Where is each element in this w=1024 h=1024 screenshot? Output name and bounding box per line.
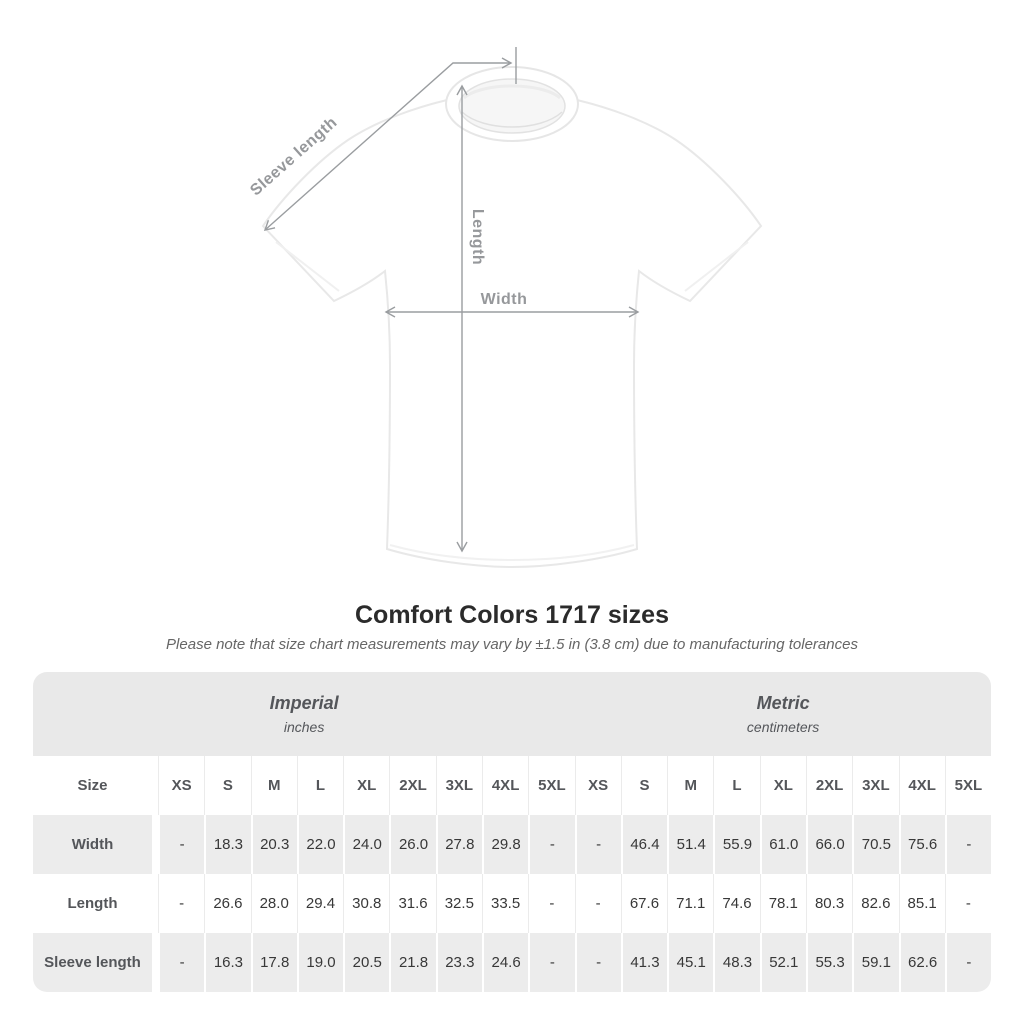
value-cell: 55.3 — [805, 933, 853, 992]
size-header-cell: S — [204, 756, 251, 815]
value-cell: 78.1 — [759, 874, 806, 933]
size-header-cell: M — [667, 756, 714, 815]
value-cell: 33.5 — [481, 874, 529, 933]
metric-subtitle: centimeters — [746, 719, 820, 735]
value-cell: 80.3 — [805, 874, 853, 933]
value-cell: 55.9 — [713, 815, 760, 874]
value-cell: 66.0 — [805, 815, 853, 874]
table-row: Width -18.3 20.3 22.0 24.0 26.0 27.8 29.8- -46.4… — [33, 815, 991, 874]
value-cell: 24.0 — [343, 815, 390, 874]
value-cell: 29.4 — [296, 874, 344, 933]
size-header-cell: 2XL — [389, 756, 436, 815]
unit-header-band: Imperial inches Metric centimeters — [33, 672, 991, 756]
value-cell: - — [158, 933, 205, 992]
value-cell: 20.3 — [250, 815, 297, 874]
size-header-cell: L — [296, 756, 344, 815]
value-cell: 48.3 — [713, 933, 760, 992]
width-label: Width — [481, 291, 528, 308]
size-table-body: Size XS S M L XL 2XL 3XL 4XL 5XL XS S M L XL 2XL 3XL 4XL 5… — [33, 756, 991, 992]
value-cell: 85.1 — [898, 874, 945, 933]
value-cell: - — [574, 815, 621, 874]
row-label: Sleeve length — [33, 933, 152, 992]
value-cell: 23.3 — [435, 933, 482, 992]
value-cell: 16.3 — [204, 933, 251, 992]
size-header-cell: 3XL — [435, 756, 482, 815]
tshirt-diagram: Sleeve length Length Width — [247, 47, 763, 569]
value-cell: 51.4 — [667, 815, 714, 874]
metric-header: Metric centimeters — [575, 672, 991, 756]
value-cell: - — [944, 874, 991, 933]
size-header-cell: 5XL — [528, 756, 575, 815]
row-label: Length — [33, 874, 152, 933]
imperial-header: Imperial inches — [33, 672, 575, 756]
value-cell: - — [574, 874, 621, 933]
table-row: Length -26.6 28.0 29.4 30.8 31.6 32.5 33.5- -67.… — [33, 874, 991, 933]
value-cell: - — [158, 815, 205, 874]
value-cell: 29.8 — [481, 815, 529, 874]
size-header-cell: 3XL — [852, 756, 899, 815]
imperial-title: Imperial — [269, 693, 339, 713]
size-header-cell: 4XL — [898, 756, 945, 815]
value-cell: 22.0 — [296, 815, 344, 874]
size-header-cell: S — [620, 756, 668, 815]
value-cell: 67.6 — [620, 874, 668, 933]
value-cell: - — [528, 815, 575, 874]
value-cell: 59.1 — [852, 933, 899, 992]
value-cell: 26.6 — [204, 874, 251, 933]
value-cell: 30.8 — [343, 874, 390, 933]
value-cell: 75.6 — [898, 815, 945, 874]
value-cell: 20.5 — [343, 933, 390, 992]
size-header-cell: XL — [759, 756, 806, 815]
value-cell: 18.3 — [204, 815, 251, 874]
value-cell: 26.0 — [389, 815, 436, 874]
value-cell: 17.8 — [250, 933, 297, 992]
value-cell: 28.0 — [250, 874, 297, 933]
value-cell: 41.3 — [620, 933, 668, 992]
value-cell: 74.6 — [713, 874, 760, 933]
value-cell: - — [528, 874, 575, 933]
value-cell: 71.1 — [667, 874, 714, 933]
value-cell: 70.5 — [852, 815, 899, 874]
metric-title: Metric — [756, 693, 810, 713]
size-header-cell: XS — [574, 756, 621, 815]
value-cell: 19.0 — [296, 933, 344, 992]
row-label: Width — [33, 815, 152, 874]
tshirt-illustration — [261, 66, 763, 569]
value-cell: 62.6 — [898, 933, 945, 992]
value-cell: - — [944, 815, 991, 874]
value-cell: - — [944, 933, 991, 992]
size-header-cell: M — [250, 756, 297, 815]
value-cell: - — [158, 874, 205, 933]
size-header-cell: 4XL — [481, 756, 529, 815]
size-chart-table: Imperial inches Metric centimeters Size X… — [33, 672, 991, 992]
value-cell: 31.6 — [389, 874, 436, 933]
size-header-cell: L — [713, 756, 760, 815]
value-cell: 46.4 — [620, 815, 668, 874]
size-header-cell: 5XL — [944, 756, 991, 815]
table-row: Size XS S M L XL 2XL 3XL 4XL 5XL XS S M L XL 2XL 3XL 4XL 5… — [33, 756, 991, 815]
size-header-cell: XS — [158, 756, 205, 815]
value-cell: 52.1 — [759, 933, 806, 992]
value-cell: 27.8 — [435, 815, 482, 874]
value-cell: 21.8 — [389, 933, 436, 992]
imperial-subtitle: inches — [283, 719, 325, 735]
sleeve-length-arrow — [263, 57, 513, 231]
size-header-cell: 2XL — [805, 756, 853, 815]
value-cell: 61.0 — [759, 815, 806, 874]
value-cell: 32.5 — [435, 874, 482, 933]
value-cell: 82.6 — [852, 874, 899, 933]
size-header-cell: XL — [343, 756, 390, 815]
value-cell: - — [574, 933, 621, 992]
table-row: Sleeve length -16.3 17.8 19.0 20.5 21.8 23.3 24… — [33, 933, 991, 992]
value-cell: 24.6 — [481, 933, 529, 992]
value-cell: - — [528, 933, 575, 992]
page-title: Comfort Colors 1717 sizes — [355, 601, 669, 629]
size-column-header: Size — [33, 756, 152, 815]
value-cell: 45.1 — [667, 933, 714, 992]
length-label: Length — [469, 209, 486, 265]
tolerance-note: Please note that size chart measurements… — [166, 636, 858, 653]
